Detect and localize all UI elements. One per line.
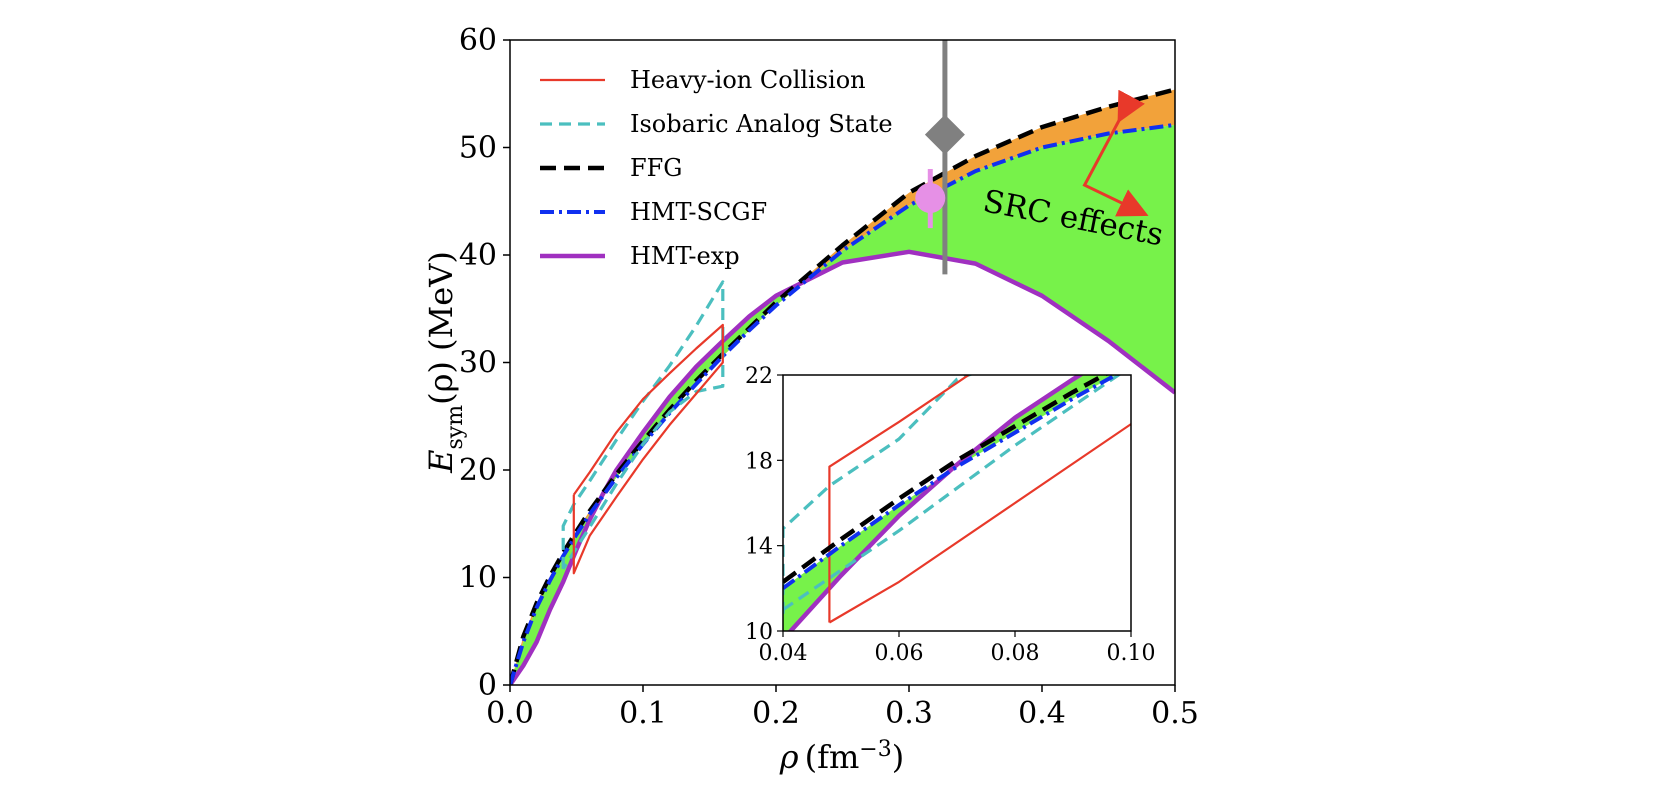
inset-y-tick-label: 18 (745, 449, 773, 474)
y-tick-label: 30 (459, 346, 497, 381)
legend-label-hmt-scgf: HMT-SCGF (630, 198, 767, 226)
diamond-marker (924, 114, 965, 155)
inset-frame (782, 374, 1132, 632)
y-axis-title: Esym(ρ) (MeV) (422, 251, 468, 474)
inset-plot: 0.04 0.06 0.08 0.10 10 14 18 22 (745, 364, 1156, 666)
y-tick-label: 40 (459, 238, 497, 273)
src-effects-arrow (1082, 89, 1149, 217)
inset-y-tick-label: 14 (745, 535, 773, 560)
legend-label-heavy-ion-collision: Heavy-ion Collision (630, 66, 866, 94)
inset-x-tick-label: 0.08 (991, 641, 1040, 666)
inset-x-tick-label: 0.06 (875, 641, 924, 666)
x-tick-label: 0.0 (486, 696, 534, 731)
circle-marker (915, 183, 946, 214)
hmt-scgf-line (510, 122, 1175, 685)
x-tick-label: 0.2 (752, 696, 800, 731)
x-tick-label: 0.4 (1018, 696, 1066, 731)
src-effects-fill (510, 124, 1175, 685)
y-tick-label: 10 (459, 561, 497, 596)
inset-hmt-exp-line (787, 375, 1085, 631)
y-tick-label: 60 (459, 23, 497, 58)
x-tick-label: 0.5 (1151, 696, 1199, 731)
y-tick-label: 0 (478, 668, 497, 703)
inset-ffg-line (783, 375, 1109, 584)
isobaric-analog-state-line (561, 280, 725, 570)
inset-x-tick-label: 0.04 (759, 641, 808, 666)
main-plot: 0.0 0.1 0.2 0.3 0.4 0.5 0 10 20 30 40 50 60 Heavy-io… (422, 23, 1199, 776)
inset-y-tick-label: 10 (745, 620, 773, 645)
y-tick-label: 20 (459, 453, 497, 488)
legend: Heavy-ion Collision Isobaric Analog State… (540, 66, 893, 270)
heavy-ion-collision-line (572, 323, 724, 575)
inset-heavy-ion-collision-line-lower (828, 423, 1131, 624)
inset-heavy-ion-collision-line (828, 375, 971, 623)
x-tick-label: 0.3 (885, 696, 933, 731)
x-axis-title: ρ (fm−3) (779, 737, 904, 776)
legend-label-isobaric-analog-state: Isobaric Analog State (630, 110, 893, 138)
hmt-exp-line (510, 249, 1175, 685)
inset-isobaric-analog-state-line-lower (783, 375, 1122, 612)
legend-label-ffg: FFG (630, 154, 682, 182)
x-tick-label: 0.1 (619, 696, 667, 731)
inset-x-tick-label: 0.10 (1107, 641, 1156, 666)
legend-label-hmt-exp: HMT-exp (630, 242, 740, 270)
y-tick-label: 50 (459, 131, 497, 166)
inset-y-tick-label: 22 (745, 364, 773, 389)
